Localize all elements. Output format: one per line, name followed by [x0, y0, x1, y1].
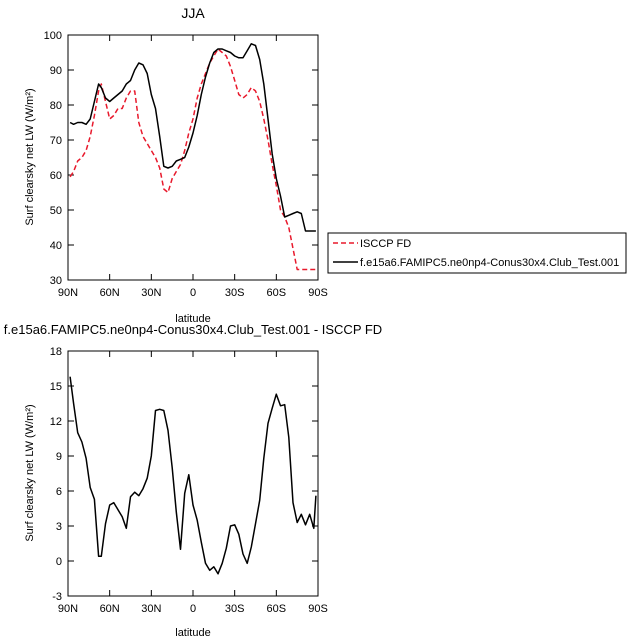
bottom-y-tick-label: -3 [52, 591, 62, 603]
bottom-x-tick-label: 90S [308, 603, 328, 615]
bottom-series-lines [69, 376, 317, 575]
bottom-y-ticks: -3 0 3 6 9 12 15 18 [50, 346, 318, 603]
top-x-tick-label: 90S [308, 287, 328, 299]
top-x-axis-label: latitude [175, 313, 210, 325]
top-chart-title: JJA [181, 5, 205, 21]
bottom-y-axis-label: Surf clearsky net LW (W/m²) [24, 404, 36, 541]
top-x-tick-label: 90N [58, 287, 78, 299]
bottom-x-axis-label: latitude [175, 627, 210, 639]
top-series-line-0 [69, 48, 316, 271]
bottom-y-tick-label: 0 [56, 556, 62, 568]
bottom-x-tick-label: 60S [267, 603, 287, 615]
top-y-tick-label: 40 [50, 240, 62, 252]
top-y-tick-label: 100 [44, 30, 62, 42]
legend-label-model: f.e15a6.FAMIPC5.ne0np4-Conus30x4.Club_Te… [360, 257, 619, 269]
legend-label-isccp: ISCCP FD [360, 238, 411, 250]
top-y-tick-label: 80 [50, 100, 62, 112]
bottom-y-tick-label: 9 [56, 451, 62, 463]
bottom-x-tick-label: 60N [100, 603, 120, 615]
bottom-panel: f.e15a6.FAMIPC5.ne0np4-Conus30x4.Club_Te… [4, 322, 382, 639]
bottom-x-tick-label: 90N [58, 603, 78, 615]
legend: ISCCP FD f.e15a6.FAMIPC5.ne0np4-Conus30x… [327, 232, 627, 274]
top-y-tick-label: 90 [50, 65, 62, 77]
top-y-tick-label: 30 [50, 275, 62, 287]
top-series-lines [69, 43, 316, 271]
bottom-series-line-0 [69, 376, 317, 575]
bottom-y-tick-label: 15 [50, 381, 62, 393]
top-y-tick-label: 60 [50, 170, 62, 182]
bottom-y-tick-label: 18 [50, 346, 62, 358]
bottom-x-tick-label: 0 [190, 603, 196, 615]
top-y-axis-label: Surf clearsky net LW (W/m²) [24, 88, 36, 225]
top-series-line-1 [69, 43, 316, 232]
top-x-tick-label: 60N [100, 287, 120, 299]
top-y-tick-label: 70 [50, 135, 62, 147]
top-x-tick-label: 30S [225, 287, 245, 299]
top-y-tick-label: 50 [50, 205, 62, 217]
top-x-tick-label: 0 [190, 287, 196, 299]
top-x-tick-label: 30N [141, 287, 161, 299]
bottom-y-tick-label: 6 [56, 486, 62, 498]
bottom-x-tick-label: 30N [141, 603, 161, 615]
bottom-x-ticks: 90N 60N 30N 0 30S 60S 90S [58, 351, 328, 615]
bottom-plot-frame [67, 350, 319, 597]
top-plot-frame [67, 34, 319, 281]
bottom-x-tick-label: 30S [225, 603, 245, 615]
top-y-ticks: 30 40 50 60 70 80 90 100 [44, 30, 318, 287]
top-x-tick-label: 60S [267, 287, 287, 299]
bottom-y-tick-label: 3 [56, 521, 62, 533]
bottom-y-tick-label: 12 [50, 416, 62, 428]
legend-box [327, 232, 627, 274]
top-x-ticks: 90N 60N 30N 0 30S 60S 90S [58, 35, 328, 299]
bottom-chart-title: f.e15a6.FAMIPC5.ne0np4-Conus30x4.Club_Te… [4, 322, 382, 337]
